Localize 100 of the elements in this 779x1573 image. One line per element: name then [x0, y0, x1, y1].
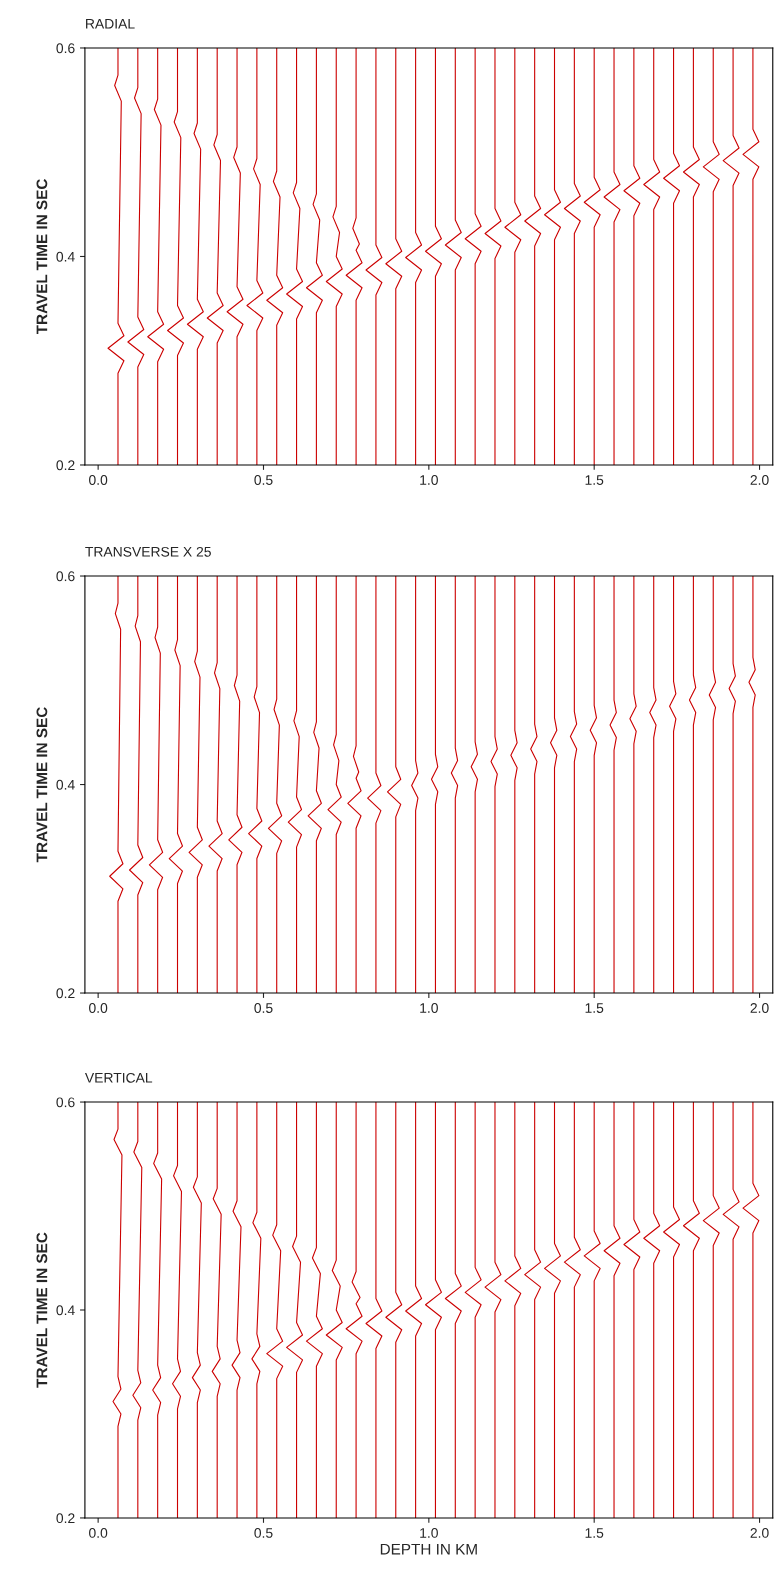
line-series: [246, 47, 264, 465]
line-series: [147, 47, 165, 465]
line-series: [127, 47, 145, 465]
line-series: [385, 1102, 403, 1518]
line-series: [430, 576, 439, 994]
line-series: [444, 47, 462, 465]
x-tick-label: 0.5: [254, 1003, 273, 1013]
line-series: [186, 47, 204, 465]
line-series: [367, 576, 382, 994]
line-series: [188, 576, 203, 994]
line-series: [307, 576, 322, 994]
line-series: [663, 47, 681, 465]
y-axis-title: TRAVEL TIME IN SEC: [36, 707, 48, 863]
y-axis-title: TRAVEL TIME IN SEC: [36, 179, 48, 335]
line-series: [211, 1102, 222, 1518]
line-series: [643, 47, 661, 465]
x-tick-label: 2.0: [750, 475, 769, 485]
line-series: [748, 576, 756, 994]
line-series: [386, 576, 402, 994]
line-series: [742, 47, 760, 465]
line-series: [345, 47, 363, 465]
line-series: [327, 576, 342, 994]
chart-title: RADIAL: [86, 18, 135, 29]
line-series: [563, 47, 581, 465]
line-series: [287, 576, 303, 994]
line-series: [530, 576, 538, 994]
line-series: [609, 576, 617, 994]
line-series: [424, 47, 442, 465]
line-series: [569, 576, 578, 994]
x-tick-label: 1.5: [585, 1003, 604, 1013]
line-series: [208, 576, 223, 994]
line-series: [345, 1102, 363, 1518]
line-series: [231, 1102, 242, 1518]
line-series: [583, 47, 601, 465]
y-tick-label: 0.4: [56, 251, 75, 262]
x-axis-title: DEPTH IN KM: [380, 1543, 477, 1555]
x-tick-label: 1.0: [420, 475, 438, 485]
x-tick-label: 2.0: [750, 1003, 769, 1013]
line-series: [347, 576, 362, 994]
line-series: [286, 47, 304, 465]
x-tick-label: 0.0: [89, 1003, 108, 1013]
line-series: [629, 576, 637, 994]
x-tick-label: 0.5: [254, 475, 273, 485]
y-axis-title: TRAVEL TIME IN SEC: [36, 1232, 48, 1388]
line-series: [484, 1102, 502, 1518]
line-series: [722, 47, 740, 465]
line-series: [563, 1102, 581, 1518]
line-series: [267, 576, 283, 994]
line-series: [171, 1102, 183, 1518]
line-series: [325, 47, 343, 465]
line-series: [663, 1102, 681, 1518]
line-series: [510, 576, 518, 994]
line-series: [168, 576, 184, 994]
line-series: [325, 1102, 343, 1518]
x-tick-label: 1.5: [585, 475, 604, 485]
y-tick-label: 0.6: [56, 43, 75, 54]
line-series: [226, 47, 244, 465]
line-series: [464, 47, 482, 465]
line-series: [682, 47, 700, 465]
line-series: [688, 576, 697, 994]
y-tick-label: 0.6: [56, 571, 75, 582]
line-series: [589, 576, 598, 994]
line-series: [484, 47, 502, 465]
line-series: [669, 576, 677, 994]
y-tick-label: 0.4: [56, 1305, 75, 1316]
x-tick-label: 2.0: [750, 1528, 769, 1538]
line-series: [722, 1102, 740, 1518]
line-series: [623, 1102, 641, 1518]
line-series: [411, 576, 419, 994]
line-series: [191, 1102, 202, 1518]
line-series: [286, 1102, 304, 1518]
y-tick-label: 0.2: [56, 988, 75, 999]
line-series: [470, 576, 479, 994]
line-series: [109, 576, 124, 994]
line-series: [132, 1102, 143, 1518]
line-series: [228, 576, 243, 994]
line-series: [603, 1102, 621, 1518]
line-series: [504, 1102, 522, 1518]
line-series: [365, 47, 383, 465]
y-tick-label: 0.2: [56, 460, 75, 471]
x-tick-label: 0.5: [254, 1528, 273, 1538]
line-series: [623, 47, 641, 465]
line-series: [728, 576, 736, 994]
chart-title: TRANSVERSE X 25: [85, 546, 211, 557]
line-series: [708, 576, 717, 994]
x-tick-label: 0.0: [89, 475, 108, 485]
line-series: [682, 1102, 700, 1518]
line-series: [649, 576, 657, 994]
line-series: [167, 47, 185, 465]
x-tick-label: 0.0: [89, 1528, 108, 1538]
line-series: [405, 1102, 423, 1518]
x-tick-label: 1.5: [585, 1528, 604, 1538]
y-tick-label: 0.2: [56, 1513, 75, 1524]
line-series: [444, 1102, 462, 1518]
line-series: [148, 576, 164, 994]
line-series: [544, 1102, 562, 1518]
line-series: [152, 1102, 163, 1518]
line-series: [305, 47, 323, 465]
line-series: [107, 47, 125, 465]
line-series: [305, 1102, 323, 1518]
